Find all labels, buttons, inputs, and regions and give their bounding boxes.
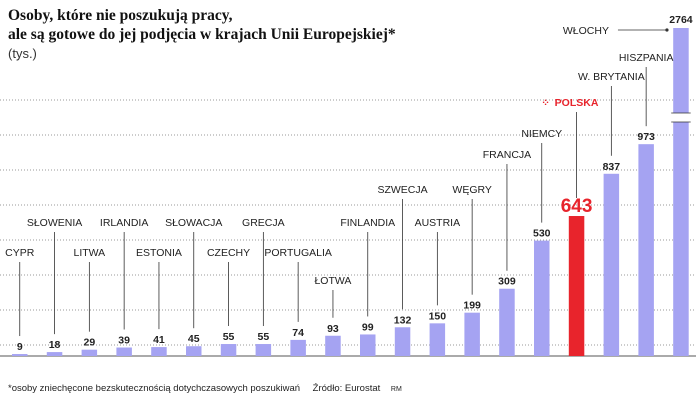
bar-4 xyxy=(151,347,167,356)
category-label-2: LITWA xyxy=(73,247,105,259)
category-label-3: IRLANDIA xyxy=(100,217,148,229)
category-label-0: CYPR xyxy=(5,247,35,259)
category-label-16: POLSKA xyxy=(555,97,599,109)
value-label-7: 55 xyxy=(258,331,270,343)
bar-8 xyxy=(290,339,306,356)
bar-6 xyxy=(220,344,237,356)
value-label-5: 45 xyxy=(188,333,200,345)
category-label-9: ŁOTWA xyxy=(314,275,351,287)
category-label-12: AUSTRIA xyxy=(415,217,461,229)
bar-13 xyxy=(464,312,480,356)
value-label-19: 2764 xyxy=(669,14,693,26)
leader-dot-19 xyxy=(665,28,669,32)
author-initials: RM xyxy=(390,386,402,393)
value-label-9: 93 xyxy=(327,323,339,335)
footer: *osoby zniechęcone bezskutecznością doty… xyxy=(8,383,402,394)
value-label-12: 150 xyxy=(429,310,447,322)
value-label-3: 39 xyxy=(118,335,130,347)
category-label-19: WŁOCHY xyxy=(563,25,609,37)
category-label-11: SZWECJA xyxy=(377,184,427,196)
bar-17 xyxy=(603,173,620,356)
value-label-15: 530 xyxy=(533,228,551,240)
value-label-0: 9 xyxy=(17,341,23,353)
category-label-15: NIEMCY xyxy=(521,128,562,140)
bar-7 xyxy=(255,344,272,356)
category-label-6: CZECHY xyxy=(207,247,250,259)
bar-9 xyxy=(325,335,341,356)
chart-title-line1: Osoby, które nie poszukują pracy, xyxy=(8,7,233,24)
value-label-6: 55 xyxy=(223,331,235,343)
value-label-8: 74 xyxy=(292,327,304,339)
category-label-5: SŁOWACJA xyxy=(165,217,222,229)
bar-11 xyxy=(394,327,411,356)
highlight-marker: ⁘ xyxy=(541,98,549,109)
bar-2 xyxy=(81,349,98,356)
bar-15 xyxy=(534,240,550,356)
value-label-17: 837 xyxy=(603,161,621,173)
chart-title: Osoby, które nie poszukują pracy, ale są… xyxy=(8,6,396,44)
value-label-1: 18 xyxy=(49,339,61,351)
bar-3 xyxy=(116,347,132,356)
category-label-8: PORTUGALIA xyxy=(264,247,332,259)
category-label-17: W. BRYTANIA xyxy=(578,71,645,83)
category-label-13: WĘGRY xyxy=(452,184,491,196)
bar-14 xyxy=(499,288,515,356)
bar-18 xyxy=(638,144,654,356)
value-label-16: 643 xyxy=(561,196,593,217)
bar-12 xyxy=(429,323,446,356)
footnote: *osoby zniechęcone bezskutecznością doty… xyxy=(8,383,301,394)
category-label-4: ESTONIA xyxy=(136,247,182,259)
value-label-14: 309 xyxy=(498,276,516,288)
value-label-11: 132 xyxy=(394,314,412,326)
category-label-10: FINLANDIA xyxy=(340,217,395,229)
value-label-13: 199 xyxy=(463,300,481,312)
bar-10 xyxy=(360,334,376,356)
axis-break-gap xyxy=(672,113,690,122)
bar-1 xyxy=(46,352,63,356)
bar-0 xyxy=(12,354,28,356)
bar-5 xyxy=(186,346,202,356)
bar-chart: 9 CYPR 18 SŁOWENIA 29 LITWA 39 IRLANDIA 41 ESTONI… xyxy=(0,14,696,357)
unit-label: (tys.) xyxy=(8,46,37,61)
category-label-18: HISZPANIA xyxy=(619,52,674,64)
bar-16 xyxy=(568,216,585,356)
value-label-2: 29 xyxy=(84,337,96,349)
value-label-4: 41 xyxy=(153,334,165,346)
category-label-1: SŁOWENIA xyxy=(27,217,82,229)
value-label-18: 973 xyxy=(637,131,655,143)
chart-title-line2: ale są gotowe do jej podjęcia w krajach … xyxy=(8,26,396,43)
category-label-7: GRECJA xyxy=(242,217,285,229)
bar-19 xyxy=(673,28,689,356)
category-label-14: FRANCJA xyxy=(483,149,531,161)
value-label-10: 99 xyxy=(362,321,374,333)
source-label: Źródło: Eurostat xyxy=(312,383,381,394)
